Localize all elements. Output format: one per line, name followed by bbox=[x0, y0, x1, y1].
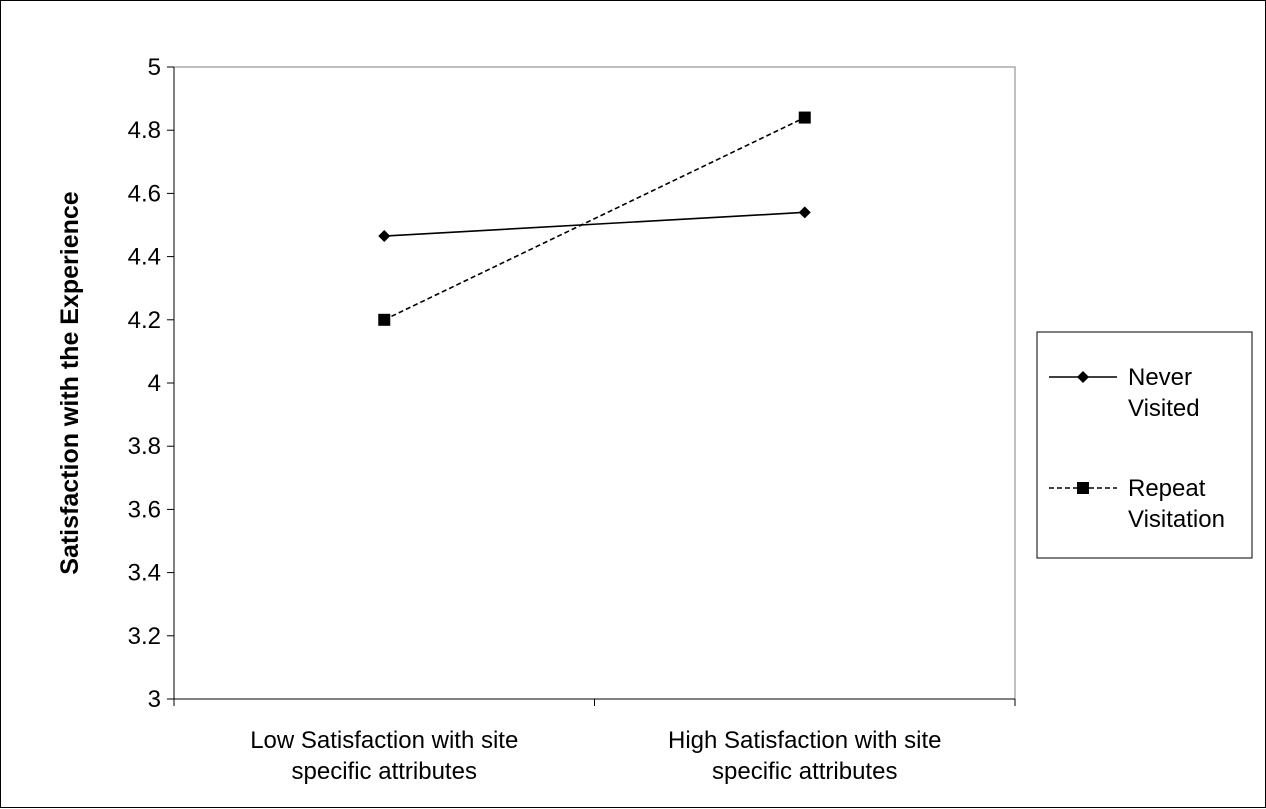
y-tick-label: 4 bbox=[148, 370, 161, 397]
y-axis-title: Satisfaction with the Experience bbox=[56, 191, 84, 575]
x-category-line: High Satisfaction with site bbox=[668, 727, 941, 754]
y-tick-label: 3 bbox=[148, 686, 161, 713]
data-point-series-1 bbox=[378, 230, 391, 243]
y-tick-label: 3.2 bbox=[128, 623, 161, 650]
legend-box bbox=[1036, 331, 1253, 559]
y-tick-label: 3.4 bbox=[128, 560, 161, 587]
series-line-1 bbox=[384, 211, 805, 237]
legend-label-series-1: Never Visited bbox=[1128, 364, 1200, 422]
legend: Never Visited Repeat Visitation bbox=[1036, 331, 1253, 559]
y-tick-label: 4.2 bbox=[128, 307, 161, 334]
series-line-2 bbox=[383, 116, 806, 321]
legend-marker-series-2 bbox=[1077, 482, 1089, 494]
x-category-line: specific attributes bbox=[292, 758, 477, 785]
x-category-label: High Satisfaction with site specific attr… bbox=[668, 727, 941, 785]
data-point-series-1 bbox=[798, 206, 811, 219]
legend-label-line: Visited bbox=[1128, 395, 1200, 422]
plot-area: 3 3.2 3.4 3.6 3.8 4 4.2 4.4 4.6 4.8 5 Low Satisfact… bbox=[56, 54, 1016, 785]
legend-label-line: Repeat bbox=[1128, 475, 1206, 502]
x-category-line: Low Satisfaction with site bbox=[250, 727, 518, 754]
legend-label-line: Never bbox=[1128, 364, 1192, 391]
data-point-series-2 bbox=[798, 111, 811, 124]
y-tick-label: 3.8 bbox=[128, 433, 161, 460]
y-tick-label: 4.8 bbox=[128, 117, 161, 144]
y-tick-label: 4.6 bbox=[128, 180, 161, 207]
y-tick-label: 5 bbox=[148, 54, 161, 81]
legend-label-line: Visitation bbox=[1128, 506, 1225, 533]
x-category-label: Low Satisfaction with site specific attri… bbox=[250, 727, 518, 785]
legend-marker-series-1 bbox=[1077, 371, 1089, 383]
x-category-line: specific attributes bbox=[712, 758, 897, 785]
data-point-series-2 bbox=[378, 313, 391, 326]
plot-border bbox=[173, 66, 1016, 700]
y-tick-label: 3.6 bbox=[128, 496, 161, 523]
legend-label-series-2: Repeat Visitation bbox=[1128, 475, 1225, 533]
y-tick-label: 4.4 bbox=[128, 244, 161, 271]
